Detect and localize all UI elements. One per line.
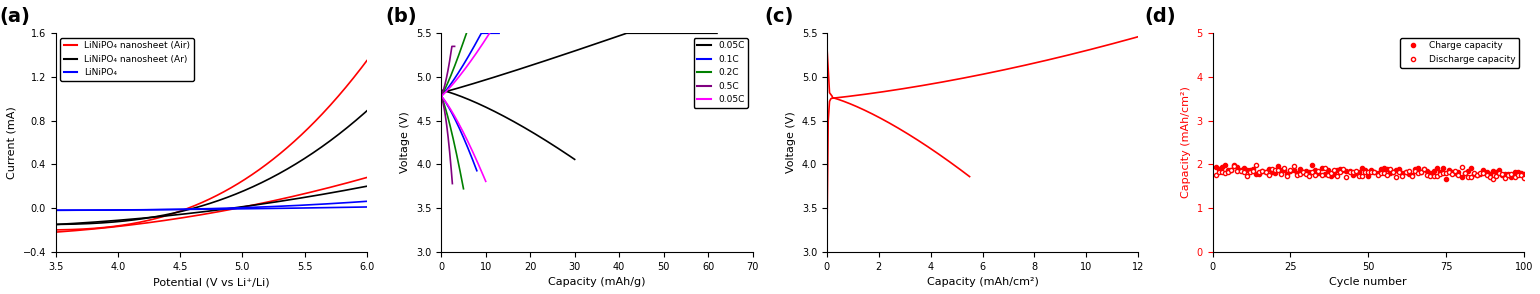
Text: (a): (a): [0, 7, 31, 26]
Charge capacity: [1495, 172, 1514, 176]
Y-axis label: Voltage (V): Voltage (V): [400, 112, 411, 173]
Charge capacity: [1515, 172, 1534, 176]
Charge capacity: [1505, 171, 1523, 174]
Line: Charge capacity: Charge capacity: [1214, 163, 1526, 181]
Discharge capacity: [1206, 173, 1224, 176]
Discharge capacity: [1269, 168, 1287, 171]
Discharge capacity: [1247, 163, 1266, 167]
Charge capacity: [1226, 163, 1244, 167]
Y-axis label: Voltage (V): Voltage (V): [785, 112, 796, 173]
Charge capacity: [1269, 164, 1287, 168]
Text: (b): (b): [385, 7, 417, 26]
Discharge capacity: [1495, 176, 1514, 180]
Charge capacity: [1437, 177, 1455, 181]
Discharge capacity: [1483, 177, 1502, 181]
Discharge capacity: [1369, 173, 1388, 177]
Line: Discharge capacity: Discharge capacity: [1214, 163, 1526, 181]
Discharge capacity: [1394, 174, 1412, 178]
Text: (c): (c): [765, 7, 795, 26]
Charge capacity: [1281, 170, 1300, 173]
X-axis label: Capacity (mAh/cm²): Capacity (mAh/cm²): [927, 277, 1038, 287]
Legend: 0.05C, 0.1C, 0.2C, 0.5C, 0.05C: 0.05C, 0.1C, 0.2C, 0.5C, 0.05C: [693, 38, 748, 108]
Legend: Charge capacity, Discharge capacity: Charge capacity, Discharge capacity: [1400, 38, 1520, 68]
X-axis label: Cycle number: Cycle number: [1329, 277, 1408, 287]
Discharge capacity: [1281, 169, 1300, 172]
X-axis label: Capacity (mAh/g): Capacity (mAh/g): [548, 277, 645, 287]
Charge capacity: [1206, 166, 1224, 169]
Y-axis label: Current (mA): Current (mA): [8, 106, 17, 179]
X-axis label: Potential (V vs Li⁺/Li): Potential (V vs Li⁺/Li): [152, 277, 270, 287]
Charge capacity: [1369, 171, 1388, 175]
Y-axis label: Capacity (mAh/cm²): Capacity (mAh/cm²): [1181, 87, 1190, 198]
Text: (d): (d): [1144, 7, 1175, 26]
Charge capacity: [1394, 171, 1412, 174]
Discharge capacity: [1505, 176, 1523, 179]
Legend: LiNiPO₄ nanosheet (Air), LiNiPO₄ nanosheet (Ar), LiNiPO₄: LiNiPO₄ nanosheet (Air), LiNiPO₄ nanoshe…: [60, 38, 194, 81]
Discharge capacity: [1515, 176, 1534, 180]
